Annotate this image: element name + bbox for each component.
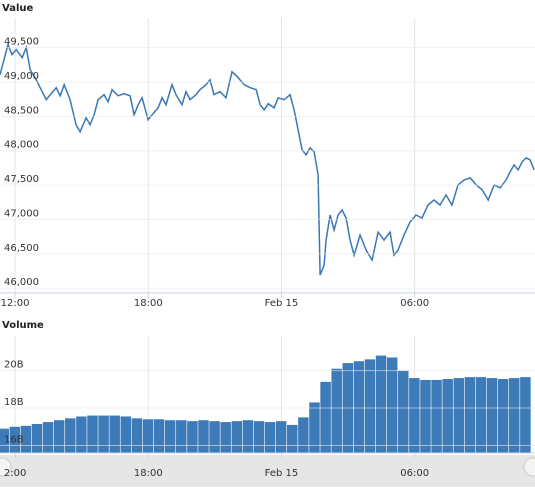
scroll-left-handle[interactable] bbox=[0, 457, 12, 477]
volume-bar bbox=[497, 379, 509, 453]
y-tick-label: 48,000 bbox=[4, 140, 39, 151]
volume-bar bbox=[431, 379, 442, 453]
volume-bar bbox=[42, 422, 54, 453]
x-tick-label: Feb 15 bbox=[265, 468, 299, 479]
volume-bar bbox=[509, 378, 520, 453]
price-line bbox=[0, 42, 535, 276]
y-tick-label: 49,000 bbox=[4, 71, 39, 82]
volume-bar bbox=[98, 415, 109, 453]
y-tick-label: 49,500 bbox=[4, 37, 39, 48]
y-tick-label: 20B bbox=[4, 360, 24, 371]
volume-bar bbox=[353, 361, 365, 453]
x-tick-label: 12:00 bbox=[1, 298, 30, 309]
volume-bar bbox=[131, 418, 143, 453]
volume-bar bbox=[309, 402, 320, 453]
volume-bar bbox=[220, 422, 231, 453]
volume-bar bbox=[398, 370, 409, 453]
volume-bar bbox=[198, 420, 209, 453]
y-tick-label: 18B bbox=[4, 397, 24, 408]
volume-bar bbox=[386, 357, 398, 453]
x-tick-label: 2:00 bbox=[4, 468, 26, 479]
y-tick-label: 46,000 bbox=[4, 277, 39, 288]
y-tick-label: 47,000 bbox=[4, 208, 39, 219]
volume-bar bbox=[464, 377, 476, 453]
x-tick-label: 18:00 bbox=[134, 468, 163, 479]
volume-bar bbox=[420, 379, 431, 453]
x-tick-label: Feb 15 bbox=[265, 298, 299, 309]
volume-bar bbox=[287, 424, 298, 453]
volume-bar bbox=[275, 421, 287, 453]
volume-bar bbox=[298, 417, 309, 453]
scroll-right-handle[interactable] bbox=[523, 457, 535, 477]
volume-bar bbox=[187, 421, 198, 453]
volume-bar bbox=[153, 419, 165, 453]
volume-bar bbox=[375, 355, 387, 453]
x-tick-label: 06:00 bbox=[400, 298, 429, 309]
volume-bar bbox=[242, 420, 254, 453]
y-tick-label: 48,500 bbox=[4, 105, 39, 116]
volume-bar bbox=[442, 379, 453, 453]
volume-bar bbox=[475, 377, 487, 453]
volume-bar bbox=[9, 426, 21, 453]
volume-bar bbox=[20, 425, 32, 453]
volume-bar bbox=[31, 423, 43, 453]
chart-title: Volume bbox=[2, 320, 44, 331]
volume-bar bbox=[364, 359, 376, 453]
volume-bar bbox=[264, 422, 276, 453]
volume-bar bbox=[109, 415, 120, 453]
volume-bar bbox=[209, 421, 220, 453]
volume-bar bbox=[176, 420, 187, 453]
volume-bar bbox=[231, 421, 243, 453]
y-tick-label: 46,500 bbox=[4, 243, 39, 254]
volume-bar bbox=[142, 419, 154, 453]
volume-bar bbox=[331, 368, 342, 453]
x-tick-label: 18:00 bbox=[134, 298, 163, 309]
volume-bar bbox=[520, 377, 531, 453]
volume-bar bbox=[53, 420, 65, 453]
x-tick-label: 06:00 bbox=[400, 468, 429, 479]
y-tick-label: 16B bbox=[4, 435, 24, 446]
volume-bar bbox=[120, 416, 132, 453]
volume-bar bbox=[453, 378, 465, 453]
chart-title: Value bbox=[2, 3, 33, 14]
volume-bar bbox=[409, 378, 420, 453]
volume-bar bbox=[486, 378, 498, 453]
volume-bar bbox=[0, 428, 9, 453]
volume-bar bbox=[320, 381, 331, 453]
volume-bar bbox=[76, 416, 87, 453]
y-tick-label: 47,500 bbox=[4, 174, 39, 185]
volume-bar bbox=[253, 421, 265, 453]
volume-bar bbox=[164, 420, 176, 453]
volume-bar bbox=[65, 418, 76, 453]
volume-bar bbox=[87, 415, 98, 453]
navigator-band bbox=[0, 455, 535, 487]
